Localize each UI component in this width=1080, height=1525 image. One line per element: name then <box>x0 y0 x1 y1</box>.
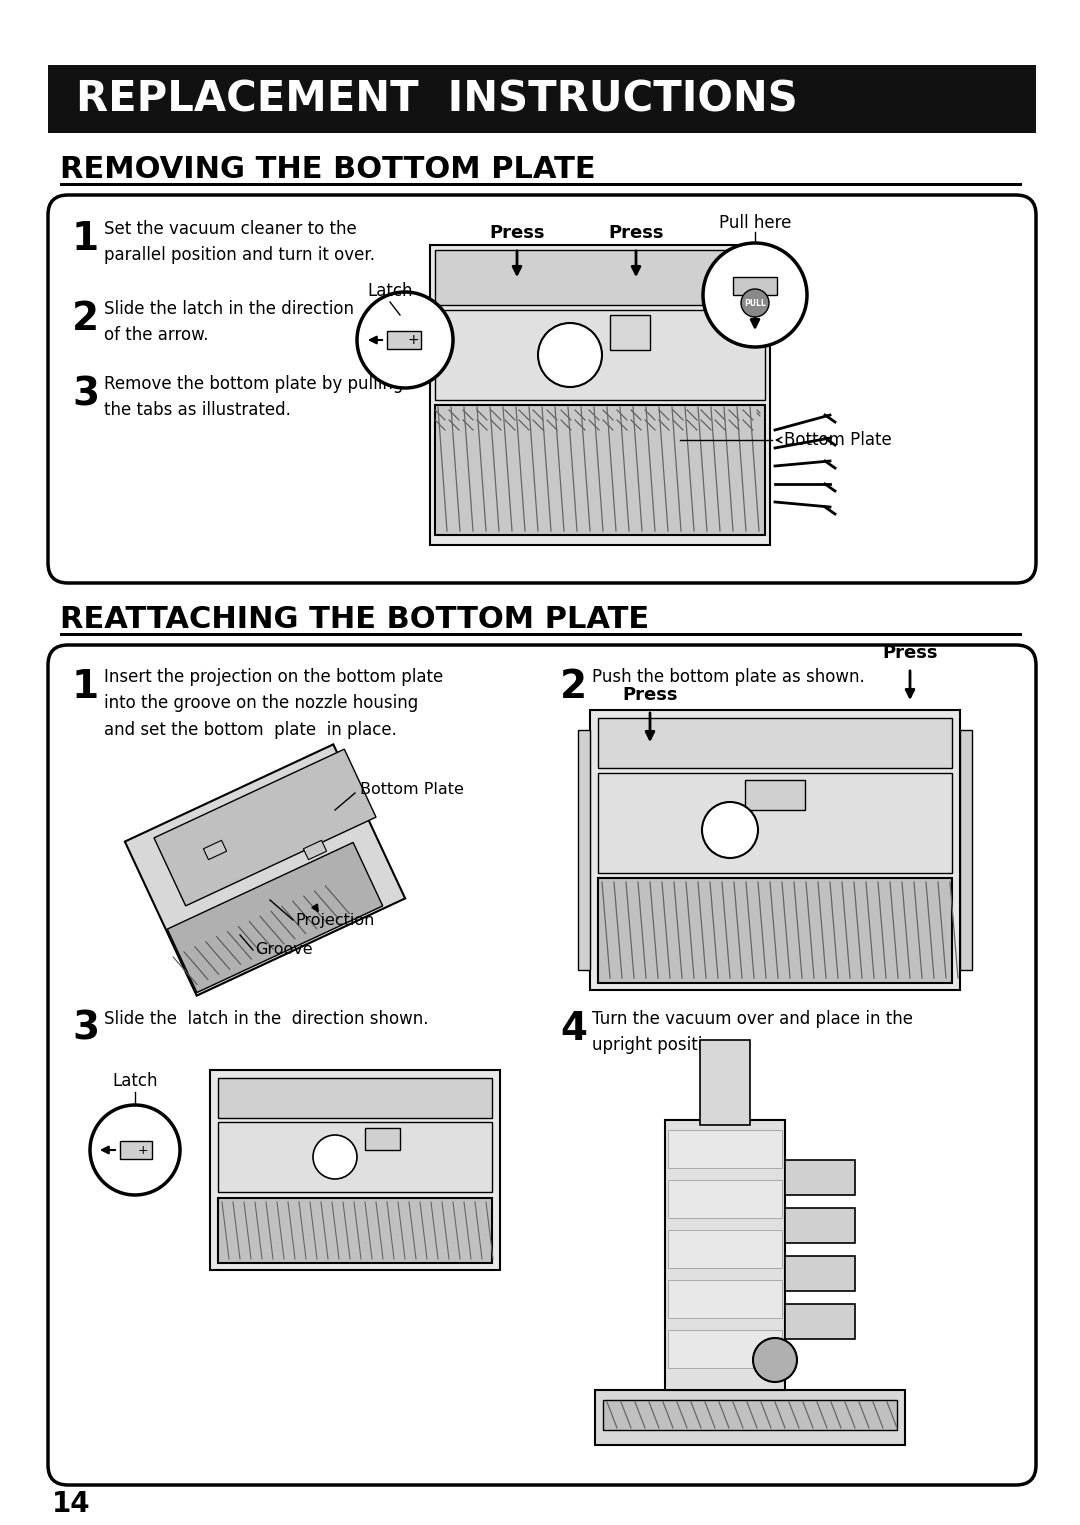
Bar <box>785 1161 855 1196</box>
Bar <box>733 278 777 294</box>
Text: 3: 3 <box>72 1010 99 1048</box>
Bar <box>610 316 650 351</box>
Bar <box>669 1231 782 1267</box>
Polygon shape <box>203 840 227 860</box>
Bar <box>785 1257 855 1292</box>
Text: Set the vacuum cleaner to the
parallel position and turn it over.: Set the vacuum cleaner to the parallel p… <box>104 220 375 264</box>
Bar <box>595 1389 905 1446</box>
Bar <box>48 66 1036 133</box>
Bar <box>598 718 951 769</box>
Text: +: + <box>137 1144 148 1156</box>
Circle shape <box>90 1106 180 1196</box>
Bar <box>598 878 951 984</box>
Text: Slide the  latch in the  direction shown.: Slide the latch in the direction shown. <box>104 1010 429 1028</box>
Bar <box>669 1279 782 1318</box>
Bar <box>669 1180 782 1218</box>
Circle shape <box>702 802 758 859</box>
Bar <box>960 730 972 970</box>
Text: 2: 2 <box>72 300 99 339</box>
Text: Insert the projection on the bottom plate
into the groove on the nozzle housing
: Insert the projection on the bottom plat… <box>104 668 443 738</box>
Bar <box>365 1128 400 1150</box>
Text: REATTACHING THE BOTTOM PLATE: REATTACHING THE BOTTOM PLATE <box>60 605 649 634</box>
Text: Bottom Plate: Bottom Plate <box>784 432 892 448</box>
Polygon shape <box>154 749 376 906</box>
Bar <box>430 246 770 544</box>
Text: Projection: Projection <box>295 912 375 927</box>
Text: Remove the bottom plate by pulling
the tabs as illustrated.: Remove the bottom plate by pulling the t… <box>104 375 403 419</box>
Bar <box>785 1208 855 1243</box>
Text: Groove: Groove <box>255 942 312 958</box>
Text: Latch: Latch <box>112 1072 158 1090</box>
Bar <box>60 633 1022 636</box>
Text: Press: Press <box>622 686 678 705</box>
Bar <box>598 773 951 872</box>
Bar <box>218 1122 492 1193</box>
Bar <box>665 1119 785 1389</box>
Text: 2: 2 <box>561 668 588 706</box>
FancyBboxPatch shape <box>48 195 1036 583</box>
Text: Pull here: Pull here <box>719 214 792 232</box>
Bar <box>120 1141 152 1159</box>
Bar <box>603 1400 897 1430</box>
Circle shape <box>703 242 807 348</box>
Polygon shape <box>167 842 382 993</box>
Text: 1: 1 <box>72 220 99 258</box>
Text: Press: Press <box>608 224 664 242</box>
Text: REPLACEMENT  INSTRUCTIONS: REPLACEMENT INSTRUCTIONS <box>76 78 798 120</box>
Bar <box>218 1078 492 1118</box>
Text: Push the bottom plate as shown.: Push the bottom plate as shown. <box>592 668 865 686</box>
Circle shape <box>753 1337 797 1382</box>
Bar <box>435 406 765 535</box>
Bar <box>669 1130 782 1168</box>
Bar <box>435 310 765 400</box>
Circle shape <box>538 323 602 387</box>
Text: 3: 3 <box>72 375 99 413</box>
Bar <box>387 331 421 349</box>
Bar <box>435 250 765 305</box>
Text: 1: 1 <box>72 668 99 706</box>
Text: REMOVING THE BOTTOM PLATE: REMOVING THE BOTTOM PLATE <box>60 156 596 185</box>
Bar <box>218 1199 492 1263</box>
Circle shape <box>313 1135 357 1179</box>
Bar <box>669 1330 782 1368</box>
Text: Latch: Latch <box>367 282 413 300</box>
Polygon shape <box>125 744 405 996</box>
Circle shape <box>741 290 769 317</box>
Text: PULL: PULL <box>744 299 766 308</box>
Text: +: + <box>407 332 419 348</box>
Text: 14: 14 <box>52 1490 91 1517</box>
Bar <box>590 711 960 990</box>
Text: 4: 4 <box>561 1010 588 1048</box>
FancyBboxPatch shape <box>48 645 1036 1485</box>
Circle shape <box>357 291 453 387</box>
Bar <box>785 1304 855 1339</box>
Text: Press: Press <box>882 644 937 662</box>
Text: Turn the vacuum over and place in the
upright position.: Turn the vacuum over and place in the up… <box>592 1010 913 1054</box>
Text: Press: Press <box>489 224 544 242</box>
Bar <box>210 1071 500 1270</box>
Polygon shape <box>303 840 326 860</box>
Bar <box>578 730 590 970</box>
Text: Bottom Plate: Bottom Plate <box>360 782 464 798</box>
Text: Slide the latch in the direction
of the arrow.: Slide the latch in the direction of the … <box>104 300 354 345</box>
Bar <box>745 779 805 810</box>
Bar <box>60 183 1022 186</box>
Bar <box>700 1040 750 1125</box>
